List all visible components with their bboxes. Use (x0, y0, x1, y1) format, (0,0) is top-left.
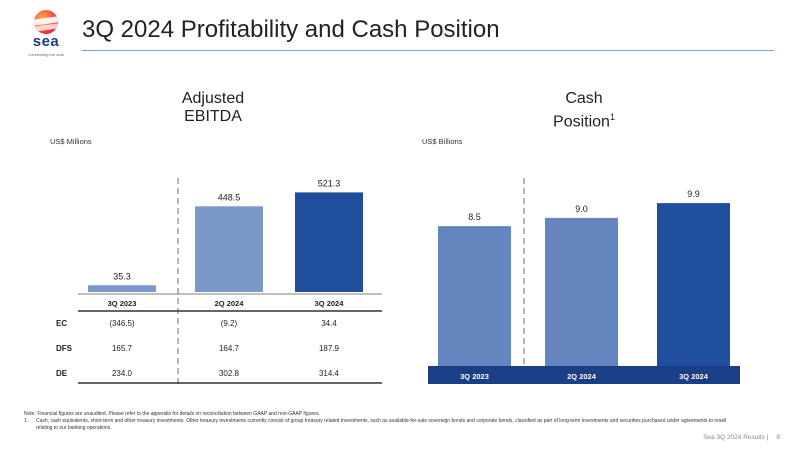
chart-2-category-label-2: 2Q 2024 (567, 372, 597, 381)
chart-1-bar-2 (195, 206, 263, 292)
chart-1-data-label-3: 521.3 (318, 178, 341, 188)
chart-2-category-label-3: 3Q 2024 (679, 372, 709, 381)
chart-2-data-label-2: 9.0 (575, 204, 588, 214)
table-cell-ec-3: 34.4 (321, 319, 337, 328)
logo-text: sea (32, 33, 60, 50)
chart-2-bar-2 (545, 217, 618, 366)
table-cell-de-2: 302.8 (219, 369, 240, 378)
table-cell-ec-1: (346.5) (109, 319, 135, 328)
chart-1-data-label-2: 448.5 (218, 192, 241, 202)
chart-2-category-label-1: 3Q 2023 (460, 372, 489, 381)
chart-1-category-label-3: 3Q 2024 (315, 299, 345, 308)
chart-2-category-band (428, 366, 740, 384)
footnote-1-text: Cash, cash equivalents, short-term and o… (36, 418, 727, 431)
table-row-label-dfs: DFS (56, 344, 73, 353)
sea-logo-icon (34, 10, 58, 34)
table-cell-de-1: 234.0 (112, 369, 133, 378)
footnotes: Note: Financial figures are unaudited. P… (24, 411, 744, 432)
logo-tagline: Connecting the dots (28, 52, 64, 57)
footnote-1-number: 1. (24, 418, 29, 424)
chart-1-category-label-1: 3Q 2023 (108, 299, 137, 308)
chart-2-data-label-1: 8.5 (468, 212, 481, 222)
chart-1-category-label-2: 2Q 2024 (215, 299, 245, 308)
footer-text: Sea 3Q 2024 Results | (703, 434, 769, 441)
table-cell-dfs-3: 187.9 (319, 344, 340, 353)
page-number: 8 (776, 434, 780, 441)
table-cell-dfs-2: 164.7 (219, 344, 240, 353)
chart-1-bar-1 (88, 285, 156, 292)
title-divider (82, 50, 774, 51)
footnote-note: Note: Financial figures are unaudited. P… (24, 411, 320, 417)
chart-1-bar-3 (295, 192, 363, 292)
table-row-label-ec: EC (56, 319, 67, 328)
ebitda-section-title: Adjusted EBITDA (181, 90, 245, 125)
chart-2-bar-3 (657, 203, 730, 366)
chart-1-data-label-1: 35.3 (113, 271, 131, 281)
cash-unit-label: US$ Billions (422, 137, 463, 146)
table-cell-de-3: 314.4 (319, 369, 340, 378)
table-cell-ec-2: (9.2) (221, 319, 238, 328)
cash-section-title: Cash Position1 (553, 90, 615, 131)
chart-2-bar-1 (438, 226, 511, 366)
footer: Sea 3Q 2024 Results | 8 (703, 434, 780, 441)
ebitda-unit-label: US$ Millions (50, 137, 92, 146)
table-cell-dfs-1: 165.7 (112, 344, 133, 353)
table-row-label-de: DE (56, 369, 68, 378)
sea-logo: sea Connecting the dots (18, 10, 74, 62)
chart-2-data-label-3: 9.9 (687, 189, 700, 199)
page-title: 3Q 2024 Profitability and Cash Position (82, 16, 500, 43)
